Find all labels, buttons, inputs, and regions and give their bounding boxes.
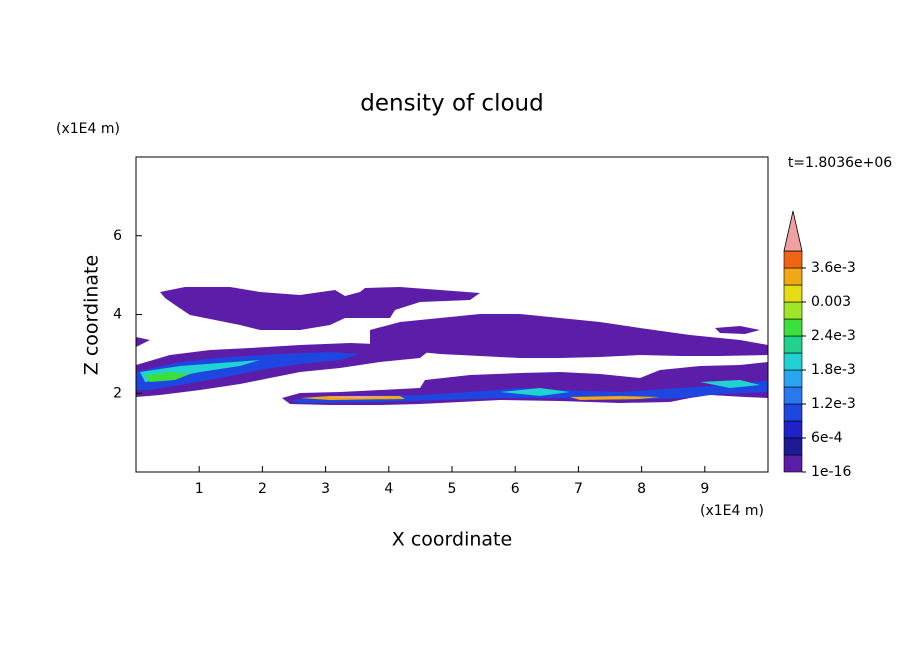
contour-region [570,396,660,400]
colorbar-tick-label: 6e-4 [811,430,843,446]
colorbar-bin [783,420,803,439]
contour-region [700,380,760,388]
colorbar-bin [783,301,803,320]
y-unit: (x1E4 m) [56,121,120,137]
colorbar-bin [783,352,803,371]
colorbar-tick-label: 0.003 [811,294,851,310]
colorbar-bin [783,386,803,405]
contour-region [136,343,430,397]
colorbar-bin [783,284,803,303]
colorbar-bin [783,267,803,286]
chart-title: density of cloud [360,91,543,117]
colorbar-bin [783,369,803,388]
contour-region [160,287,480,330]
contour-region [320,396,395,398]
contour-region [136,352,360,390]
colorbar-tick-label: 1e-16 [811,464,851,480]
contour-region [500,388,570,396]
colorbar-bin [783,335,803,354]
contour-region [370,314,768,358]
y-tick-label: 4 [113,307,122,323]
x-unit: (x1E4 m) [700,503,764,519]
colorbar-bin [783,318,803,337]
colorbar-extension [783,210,803,252]
colorbar-tick-label: 3.6e-3 [811,260,856,276]
x-tick-label: 7 [574,481,583,497]
colorbar-bin [783,454,803,473]
x-tick-label: 1 [195,481,204,497]
x-tick-label: 4 [384,481,393,497]
y-tick-label: 6 [113,228,122,244]
colorbar-tick-label: 2.4e-3 [811,328,856,344]
y-tick-label: 2 [113,385,122,401]
colorbar-bin [783,437,803,456]
contour-field [136,287,768,405]
x-tick-label: 6 [511,481,520,497]
x-tick-label: 2 [258,481,267,497]
contour-region [145,372,190,382]
colorbar-tick-label: 1.8e-3 [811,362,856,378]
x-tick-label: 8 [637,481,646,497]
annotation: t=1.8036e+06 [788,155,892,171]
contour-region [136,337,150,347]
contour-region [715,326,760,334]
colorbar-bin [783,250,803,269]
x-tick-label: 9 [700,481,709,497]
x-tick-label: 3 [321,481,330,497]
colorbar-bin [783,403,803,422]
x-axis-label: X coordinate [392,529,512,551]
x-tick-label: 5 [448,481,457,497]
colorbar-tick-label: 1.2e-3 [811,396,856,412]
y-axis-label: Z coordinate [81,255,103,375]
